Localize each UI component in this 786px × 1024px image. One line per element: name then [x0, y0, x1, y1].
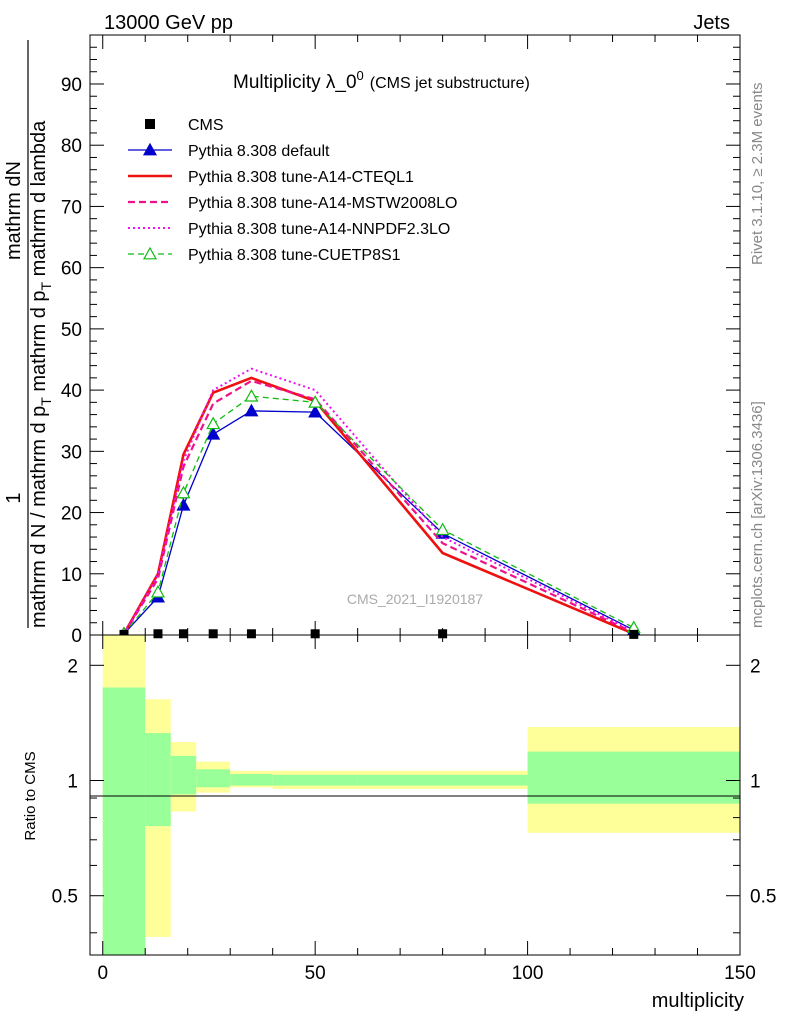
y-tick-label: 0 [71, 626, 82, 647]
ratio-y-label: Ratio to CMS [22, 751, 39, 840]
ratio-panel-frame [89, 634, 741, 956]
ratio-tick-label-right: 0.5 [750, 887, 776, 908]
legend-label: Pythia 8.308 tune-A14-MSTW2008LO [188, 195, 457, 212]
legend: CMS Pythia 8.308 default Pythia 8.308 tune… [128, 117, 457, 264]
y-tick-label: 50 [61, 320, 82, 341]
top-panel: 0 10 20 30 40 50 60 70 80 90 CMS_2021_I1920187 [61, 34, 741, 647]
x-tick-label: 150 [724, 963, 756, 984]
cms-data-point [629, 629, 639, 639]
y-tick-label: 90 [61, 75, 82, 96]
y-tick-label: 20 [61, 504, 82, 525]
series-line [122, 376, 635, 635]
legend-marker [142, 142, 158, 156]
cms-data-point [153, 629, 163, 639]
plot-title: Multiplicity λ_00 (CMS jet substructure) [233, 68, 530, 93]
series-marker [206, 426, 221, 440]
header-left: 13000 GeV pp [104, 12, 233, 34]
cms-data-point [119, 629, 129, 639]
cms-data-point [246, 629, 256, 639]
cms-data-point [438, 629, 448, 639]
series-marker [176, 485, 191, 499]
series-marker [206, 416, 221, 430]
ylabel-inner-num: mathrm dN [3, 161, 25, 260]
ratio-tick-label: 1 [67, 772, 78, 793]
cms-points-group [119, 629, 639, 639]
title-sub: (CMS jet substructure) [370, 75, 530, 92]
series-line [123, 379, 635, 635]
series-marker [244, 388, 259, 402]
y-tick-label: 60 [61, 259, 82, 280]
ylabel-numerator: 1 [3, 492, 25, 503]
y-tick-label: 30 [61, 442, 82, 463]
x-tick-label: 0 [97, 963, 108, 984]
legend-item: Pythia 8.308 tune-A14-MSTW2008LO [128, 195, 457, 212]
cms-data-point [178, 629, 188, 639]
header-right: Jets [693, 12, 730, 34]
y-tick-label: 80 [61, 136, 82, 157]
y-tick-label: 40 [61, 381, 82, 402]
ratio-tick-label: 2 [67, 656, 78, 677]
ratio-panel: 0.5 0.5 1 1 2 2 0 50 100 150 Ratio to CMS [22, 634, 776, 984]
legend-label: CMS [188, 117, 224, 134]
legend-label: Pythia 8.308 default [188, 143, 330, 160]
ratio-x-ticks: 0 50 100 150 [97, 635, 756, 984]
x-tick-label: 100 [512, 963, 544, 984]
series-marker [244, 403, 259, 417]
top-y-label: 1 mathrm d N / mathrm d pT mathrm d pT m… [3, 40, 54, 628]
legend-item: Pythia 8.308 tune-A14-NNPDF2.3LO [128, 221, 450, 238]
ratio-bands-group [102, 635, 740, 955]
ratio-band-green [527, 751, 740, 804]
legend-item: CMS [145, 117, 224, 134]
title-main: Multiplicity λ_0 [233, 72, 357, 93]
x-axis-label: multiplicity [652, 990, 744, 1012]
legend-label: Pythia 8.308 tune-A14-CTEQL1 [188, 169, 414, 186]
series-marker [150, 584, 165, 598]
rivet-label: Rivet 3.1.10, ≥ 2.3M events [749, 83, 766, 266]
legend-item: Pythia 8.308 default [128, 142, 330, 160]
watermark: CMS_2021_I1920187 [347, 591, 483, 607]
legend-label: Pythia 8.308 tune-CUETP8S1 [188, 247, 401, 264]
x-tick-label: 50 [305, 963, 326, 984]
legend-item: Pythia 8.308 tune-A14-CTEQL1 [128, 169, 414, 186]
mcplots-label: mcplots.cern.ch [arXiv:1306.3436] [749, 401, 766, 628]
legend-label: Pythia 8.308 tune-A14-NNPDF2.3LO [188, 221, 450, 238]
series-marker [435, 522, 450, 536]
ratio-tick-label-right: 1 [750, 772, 761, 793]
series-line [123, 395, 635, 635]
ratio-band-green [196, 769, 231, 788]
series-marker [308, 404, 323, 418]
legend-marker [142, 246, 158, 260]
ratio-band-green [145, 733, 171, 827]
top-y-ticks: 0 10 20 30 40 50 60 70 80 90 [61, 46, 740, 647]
ratio-band-green [230, 773, 273, 786]
cms-data-point [208, 629, 218, 639]
ratio-band-green [357, 774, 528, 786]
series-marker [308, 395, 323, 408]
legend-marker [145, 119, 155, 129]
y-tick-label: 10 [61, 565, 82, 586]
ratio-y-ticks: 0.5 0.5 1 1 2 2 [52, 656, 776, 934]
ratio-band-green [102, 687, 146, 955]
ylabel-denominator: mathrm d N / mathrm d pT mathrm d pT mat… [28, 120, 54, 628]
title-sup: 0 [357, 68, 364, 83]
ratio-tick-label: 0.5 [52, 887, 78, 908]
ratio-tick-label-right: 2 [750, 656, 761, 677]
y-tick-label: 70 [61, 197, 82, 218]
ratio-band-green [272, 774, 358, 786]
cms-data-point [310, 629, 320, 639]
legend-item: Pythia 8.308 tune-CUETP8S1 [128, 246, 401, 264]
ratio-band-green [170, 755, 197, 795]
